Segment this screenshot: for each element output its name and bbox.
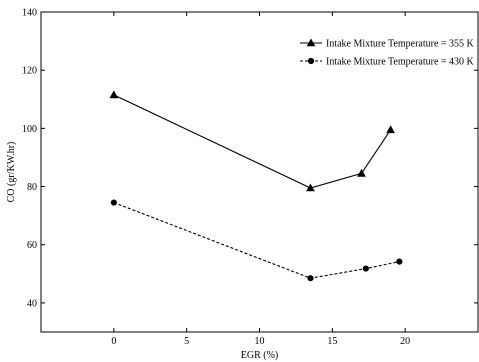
data-point [110,199,117,206]
x-tick-label: 0 [111,336,116,347]
series-2 [110,199,403,282]
y-tick-label: 140 [22,8,37,19]
legend-marker [307,57,315,65]
data-point [357,168,366,177]
x-tick-label: 10 [255,336,265,347]
y-tick-label: 100 [22,124,37,135]
x-axis-title: EGR (%) [241,350,279,361]
y-tick-label: 40 [27,298,37,309]
x-axis-ticks: 0 5 10 15 20 [111,12,410,347]
x-tick-label: 5 [184,336,189,347]
legend-item: Intake Mixture Temperature = 355 K [300,38,475,50]
plot-area [40,11,479,333]
y-axis-title: CO (gr/KW.hr) [6,142,17,203]
y-tick-label: 120 [22,66,37,77]
data-point [396,258,403,265]
series-line [113,94,392,189]
x-tick-label: 20 [400,336,410,347]
series-line [113,202,400,279]
data-point [362,265,369,272]
series-layer [109,90,403,282]
legend-item: Intake Mixture Temperature = 430 K [300,57,475,68]
series-1 [109,90,395,192]
legend-label: Intake Mixture Temperature = 355 K [326,39,475,50]
legend-marker [306,38,316,47]
y-axis-ticks: 40 60 80 100 120 140 [22,8,478,309]
data-point [306,183,315,192]
data-point [307,275,314,282]
y-tick-label: 80 [27,182,37,193]
data-point [386,125,395,134]
x-tick-label: 15 [327,336,337,347]
legend: Intake Mixture Temperature = 355 K Intake… [300,38,475,68]
y-tick-label: 60 [27,240,37,251]
data-point [109,90,119,99]
legend-label: Intake Mixture Temperature = 430 K [326,57,475,68]
